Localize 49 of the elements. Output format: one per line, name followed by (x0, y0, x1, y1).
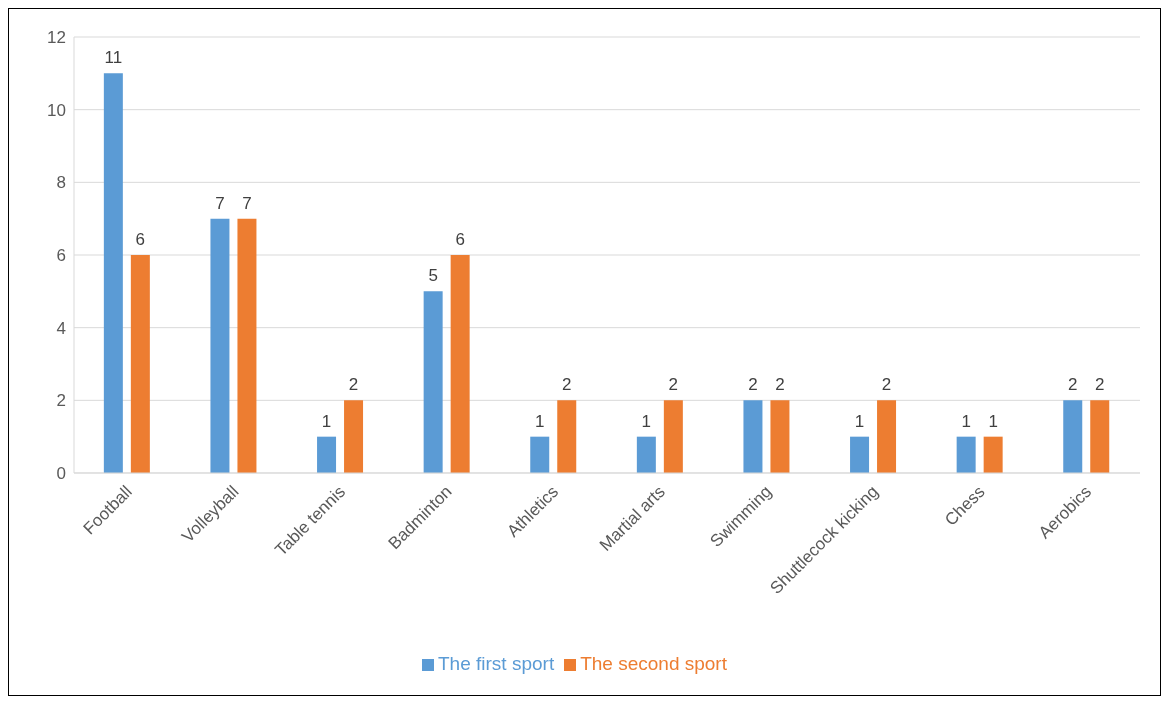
bar (557, 400, 577, 473)
bar (877, 400, 897, 473)
data-label: 6 (135, 230, 146, 249)
bar (983, 436, 1003, 473)
y-tick-label: 2 (56, 391, 66, 411)
bar (130, 255, 150, 473)
data-label: 7 (242, 193, 252, 213)
bar (530, 436, 550, 473)
bar (850, 436, 870, 473)
data-label: 2 (348, 375, 359, 395)
bar (450, 255, 470, 473)
data-label: 1 (961, 411, 971, 431)
bar (956, 436, 976, 473)
bar (103, 73, 123, 473)
data-label: 1 (641, 411, 652, 431)
data-label: 2 (881, 375, 892, 395)
data-label: 2 (1095, 375, 1105, 395)
data-label: 2 (668, 375, 679, 395)
data-label: 2 (562, 375, 572, 395)
data-label: 1 (854, 411, 865, 431)
data-label: 6 (455, 230, 465, 249)
bar (237, 218, 257, 473)
bar (317, 436, 337, 473)
data-label: 11 (104, 48, 123, 68)
data-label: 2 (1068, 375, 1078, 395)
bar (636, 436, 656, 473)
y-tick-label: 8 (56, 173, 66, 193)
bar (743, 400, 763, 473)
bar (344, 400, 364, 473)
data-label: 7 (215, 193, 225, 213)
legend-label: The first sport (438, 653, 555, 674)
data-label: 2 (775, 375, 785, 395)
bar (1090, 400, 1110, 473)
data-label: 2 (748, 375, 758, 395)
bar (423, 291, 443, 473)
legend-label: The second sport (580, 653, 727, 674)
bar (663, 400, 683, 473)
y-tick-label: 4 (56, 318, 66, 338)
data-label: 1 (321, 411, 332, 431)
data-label: 1 (988, 411, 998, 431)
data-label: 5 (428, 266, 438, 286)
bar (210, 218, 230, 473)
y-tick-label: 10 (47, 100, 66, 120)
data-label: 1 (535, 411, 545, 431)
bar (770, 400, 790, 473)
bar (1063, 400, 1083, 473)
y-tick-label: 12 (47, 28, 66, 48)
y-tick-label: 6 (56, 246, 66, 266)
y-tick-label: 0 (56, 464, 66, 484)
